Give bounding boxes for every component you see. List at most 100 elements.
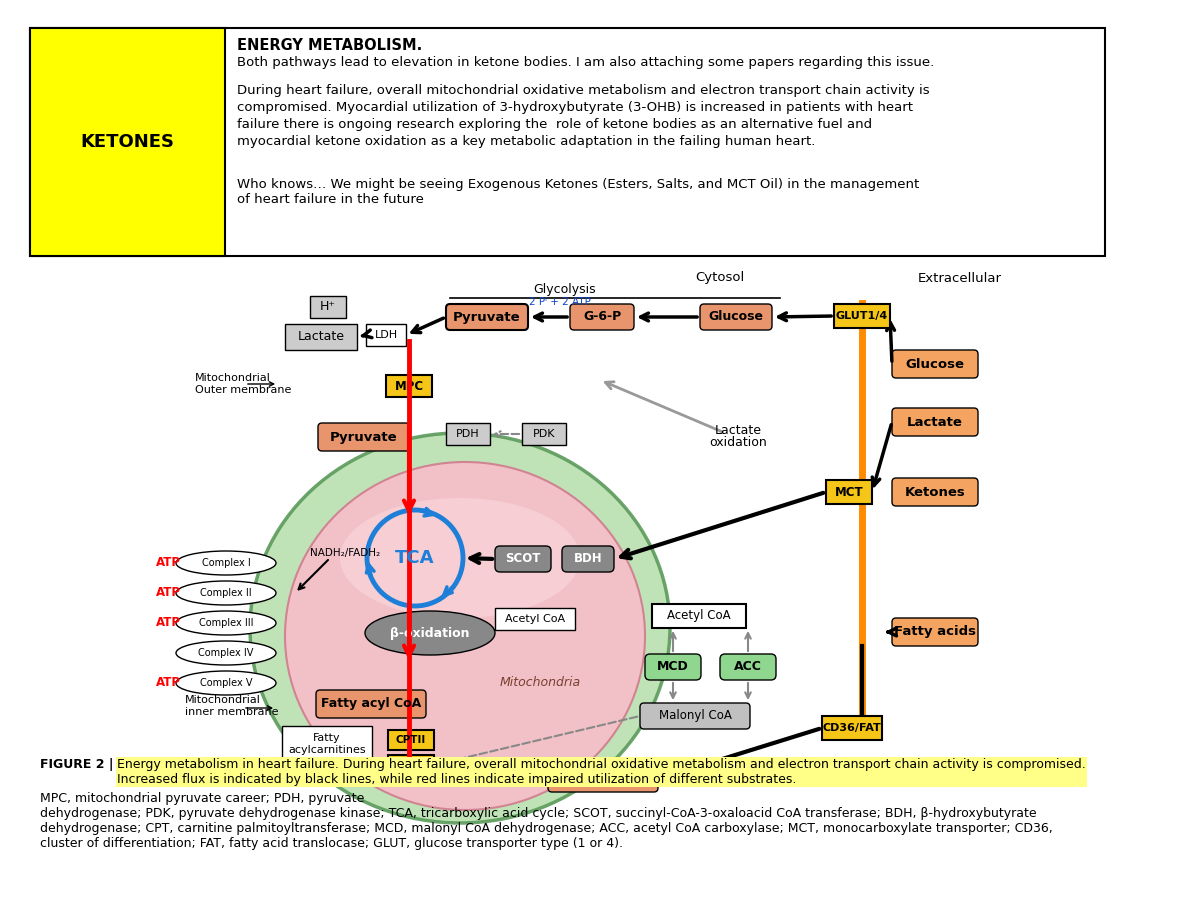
Bar — [446, 423, 490, 445]
Ellipse shape — [286, 462, 646, 810]
Text: CPTI: CPTI — [398, 760, 424, 770]
Text: SCOT: SCOT — [505, 553, 541, 566]
Text: Complex III: Complex III — [199, 618, 253, 628]
Text: Fatty: Fatty — [313, 733, 341, 743]
Text: Mitochondrial: Mitochondrial — [194, 373, 271, 383]
Bar — [282, 726, 372, 766]
Bar — [834, 304, 890, 328]
FancyBboxPatch shape — [892, 350, 978, 378]
Text: Glucose: Glucose — [708, 310, 763, 323]
Text: ATP: ATP — [156, 586, 180, 600]
Ellipse shape — [176, 581, 276, 605]
Bar — [496, 608, 575, 630]
Ellipse shape — [176, 671, 276, 695]
Text: ATP: ATP — [156, 557, 180, 569]
Text: ATP: ATP — [156, 677, 180, 689]
Ellipse shape — [176, 611, 276, 635]
Text: TCA: TCA — [395, 549, 434, 567]
Text: ACC: ACC — [734, 661, 762, 674]
FancyBboxPatch shape — [720, 654, 776, 680]
Bar — [826, 480, 872, 504]
Text: G-6-P: G-6-P — [583, 310, 622, 323]
Text: FIGURE 2 |: FIGURE 2 | — [40, 758, 118, 771]
Bar — [822, 716, 882, 740]
Text: MPC, mitochondrial pyruvate career; PDH, pyruvate
dehydrogenase; PDK, pyruvate d: MPC, mitochondrial pyruvate career; PDH,… — [40, 792, 1052, 850]
Text: H⁺: H⁺ — [320, 301, 336, 314]
Text: β-oxidation: β-oxidation — [390, 627, 469, 640]
Bar — [652, 604, 746, 628]
Ellipse shape — [365, 611, 496, 655]
Text: oxidation: oxidation — [709, 437, 767, 450]
Text: Acetyl CoA: Acetyl CoA — [505, 614, 565, 624]
Text: Complex II: Complex II — [200, 588, 252, 598]
Bar — [388, 755, 434, 775]
Text: inner membrane: inner membrane — [185, 707, 278, 717]
FancyBboxPatch shape — [446, 304, 528, 330]
Text: Lactate: Lactate — [714, 424, 762, 437]
Text: GLUT1/4: GLUT1/4 — [836, 311, 888, 321]
FancyBboxPatch shape — [316, 690, 426, 718]
Text: Energy metabolism in heart failure. During heart failure, overall mitochondrial : Energy metabolism in heart failure. Duri… — [118, 758, 1086, 786]
Text: Fatty acyl CoA: Fatty acyl CoA — [320, 698, 421, 711]
FancyBboxPatch shape — [646, 654, 701, 680]
Text: Mitochondria: Mitochondria — [499, 677, 581, 689]
Text: Glucose: Glucose — [906, 357, 965, 370]
FancyBboxPatch shape — [548, 766, 658, 792]
FancyBboxPatch shape — [570, 304, 634, 330]
Text: acylcarnitines: acylcarnitines — [288, 745, 366, 755]
Text: Fatty acyl CoA: Fatty acyl CoA — [553, 773, 653, 785]
Text: Acetyl CoA: Acetyl CoA — [667, 609, 731, 622]
Text: Malonyl CoA: Malonyl CoA — [659, 710, 732, 723]
Bar — [30, 28, 226, 256]
Text: CPTII: CPTII — [396, 735, 426, 745]
FancyBboxPatch shape — [562, 546, 614, 572]
Text: CD36/FAT: CD36/FAT — [823, 723, 881, 733]
Ellipse shape — [340, 498, 580, 618]
Text: Complex V: Complex V — [199, 678, 252, 688]
Text: PDK: PDK — [533, 429, 556, 439]
Text: Complex I: Complex I — [202, 558, 251, 568]
Text: Pyruvate: Pyruvate — [454, 310, 521, 323]
Bar — [522, 423, 566, 445]
Text: Outer membrane: Outer membrane — [194, 385, 292, 395]
Text: Both pathways lead to elevation in ketone bodies. I am also attaching some paper: Both pathways lead to elevation in keton… — [238, 56, 935, 69]
Text: ENERGY METABOLISM.: ENERGY METABOLISM. — [238, 38, 422, 53]
FancyBboxPatch shape — [640, 703, 750, 729]
Text: KETONES: KETONES — [80, 133, 174, 151]
Text: Extracellular: Extracellular — [918, 271, 1002, 284]
Text: MCD: MCD — [658, 661, 689, 674]
Text: BDH: BDH — [574, 553, 602, 566]
Bar — [286, 324, 358, 350]
Text: ATP: ATP — [156, 617, 180, 629]
Text: Pyruvate: Pyruvate — [330, 430, 398, 443]
Text: Mitochondrial: Mitochondrial — [185, 695, 260, 705]
Ellipse shape — [176, 551, 276, 575]
Text: During heart failure, overall mitochondrial oxidative metabolism and electron tr: During heart failure, overall mitochondr… — [238, 84, 930, 148]
FancyBboxPatch shape — [892, 618, 978, 646]
Text: PDH: PDH — [456, 429, 480, 439]
Text: MPC: MPC — [395, 379, 424, 392]
FancyBboxPatch shape — [496, 546, 551, 572]
Ellipse shape — [250, 433, 670, 823]
Bar — [310, 296, 346, 318]
Text: Lactate: Lactate — [907, 415, 962, 428]
Text: Complex IV: Complex IV — [198, 648, 253, 658]
Text: 2 Pᴵ + 2 ATP: 2 Pᴵ + 2 ATP — [529, 297, 590, 307]
Ellipse shape — [176, 641, 276, 665]
Bar — [386, 375, 432, 397]
Text: LDH: LDH — [374, 330, 397, 340]
FancyBboxPatch shape — [318, 423, 410, 451]
Text: Cytosol: Cytosol — [695, 271, 745, 284]
Bar — [366, 324, 406, 346]
FancyBboxPatch shape — [700, 304, 772, 330]
Text: Glycolysis: Glycolysis — [534, 283, 596, 296]
Text: Fatty acids: Fatty acids — [894, 626, 976, 639]
Text: NADH₂/FADH₂: NADH₂/FADH₂ — [310, 548, 380, 558]
Bar — [30, 28, 1105, 256]
Text: Ketones: Ketones — [905, 485, 965, 498]
FancyBboxPatch shape — [892, 408, 978, 436]
Text: MCT: MCT — [835, 485, 863, 498]
Text: Who knows… We might be seeing Exogenous Ketones (Esters, Salts, and MCT Oil) in : Who knows… We might be seeing Exogenous … — [238, 178, 919, 206]
Bar — [388, 730, 434, 750]
Text: Lactate: Lactate — [298, 330, 344, 343]
